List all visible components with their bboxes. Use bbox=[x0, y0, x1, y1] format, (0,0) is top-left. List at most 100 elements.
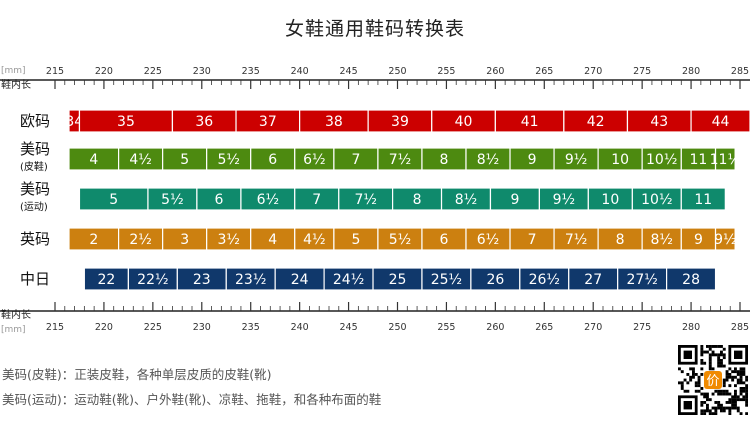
qr-module bbox=[742, 373, 746, 376]
qr-module bbox=[742, 367, 746, 371]
bottom-axis-tick-label: 270 bbox=[584, 322, 602, 333]
size-cell-label: 5½ bbox=[389, 232, 411, 248]
row-label: 欧码 bbox=[20, 112, 50, 130]
qr-module bbox=[714, 345, 718, 348]
note-leather-shoes: 美码(皮鞋)：正装皮鞋，各种单层皮质的皮鞋(靴) bbox=[2, 367, 272, 382]
qr-module bbox=[692, 373, 695, 376]
bottom-axis-tick-label: 230 bbox=[193, 322, 211, 333]
size-cell-label: 9 bbox=[528, 152, 537, 168]
size-cell-label: 24 bbox=[291, 272, 309, 288]
qr-module bbox=[700, 350, 704, 354]
qr-module bbox=[697, 375, 701, 379]
qr-module bbox=[700, 345, 704, 348]
qr-module bbox=[736, 409, 740, 413]
qr-module bbox=[742, 389, 746, 393]
qr-module bbox=[717, 353, 721, 357]
size-cell bbox=[680, 187, 726, 211]
qr-module bbox=[692, 375, 695, 379]
qr-module bbox=[728, 398, 732, 402]
size-cell-label: 8½ bbox=[455, 192, 477, 208]
qr-module bbox=[720, 350, 723, 354]
qr-module bbox=[745, 401, 748, 404]
qr-module bbox=[708, 412, 712, 415]
qr-module bbox=[717, 359, 721, 362]
top-axis-title: 鞋内长 bbox=[1, 78, 31, 91]
qr-code-icon[interactable]: 价 bbox=[678, 345, 748, 415]
qr-module bbox=[731, 403, 735, 407]
row-label: 美码 bbox=[20, 180, 50, 198]
qr-module bbox=[689, 378, 693, 382]
qr-module bbox=[683, 389, 687, 393]
qr-module bbox=[739, 389, 743, 393]
qr-module bbox=[745, 392, 748, 396]
qr-module bbox=[708, 356, 712, 360]
qr-module bbox=[708, 364, 712, 368]
qr-module bbox=[720, 359, 723, 362]
size-cell-label: 28 bbox=[682, 272, 700, 288]
qr-module bbox=[717, 356, 721, 360]
row-label: 美码 bbox=[20, 140, 50, 158]
size-cell-label: 10½ bbox=[646, 152, 677, 168]
qr-module bbox=[717, 392, 721, 396]
size-cell-label: 5 bbox=[351, 232, 360, 248]
size-cell-label: 6 bbox=[440, 232, 449, 248]
qr-module bbox=[745, 375, 748, 379]
size-cell-label: 10 bbox=[611, 152, 629, 168]
size-cell-label: 24½ bbox=[333, 272, 364, 288]
bottom-axis-tick-label: 220 bbox=[95, 322, 113, 333]
size-cell-label: 2 bbox=[89, 232, 98, 248]
qr-module bbox=[697, 381, 701, 385]
size-cell-label: 34 bbox=[65, 114, 83, 130]
qr-module bbox=[742, 395, 746, 399]
qr-module bbox=[700, 361, 704, 365]
row-sublabel: (皮鞋) bbox=[20, 160, 48, 173]
qr-module bbox=[708, 345, 712, 348]
qr-module bbox=[725, 389, 729, 393]
qr-module bbox=[714, 409, 718, 413]
size-cell-label: 4½ bbox=[303, 232, 325, 248]
size-cell-label: 9 bbox=[694, 232, 703, 248]
qr-module bbox=[739, 375, 743, 379]
qr-module bbox=[739, 398, 743, 402]
top-axis-tick-label: 240 bbox=[291, 66, 309, 77]
qr-module bbox=[683, 401, 692, 410]
bottom-axis-tick-label: 260 bbox=[486, 322, 504, 333]
qr-module bbox=[739, 367, 743, 371]
qr-module bbox=[745, 384, 748, 388]
qr-module bbox=[731, 406, 735, 410]
qr-module bbox=[734, 392, 737, 396]
size-cell-label: 27½ bbox=[626, 272, 657, 288]
qr-module bbox=[736, 406, 740, 410]
size-cell-label: 5 bbox=[180, 152, 189, 168]
qr-module bbox=[700, 403, 704, 407]
qr-module bbox=[700, 353, 704, 357]
qr-module bbox=[734, 350, 743, 359]
qr-module bbox=[745, 403, 748, 407]
qr-module bbox=[686, 389, 690, 393]
qr-module bbox=[734, 403, 737, 407]
qr-center-glyph: 价 bbox=[706, 374, 719, 389]
bottom-axis-tick-label: 245 bbox=[340, 322, 358, 333]
qr-module bbox=[731, 395, 735, 399]
qr-module bbox=[736, 381, 740, 385]
qr-module bbox=[703, 401, 707, 404]
note-sports-shoes: 美码(运动)：运动鞋(靴)、户外鞋(靴)、凉鞋、拖鞋，和各种布面的鞋 bbox=[2, 392, 382, 407]
qr-module bbox=[722, 378, 726, 382]
qr-module bbox=[720, 392, 723, 396]
row-sublabel: (运动) bbox=[20, 201, 48, 213]
qr-module bbox=[734, 406, 737, 410]
qr-module bbox=[711, 350, 715, 354]
size-cell-label: 5½ bbox=[217, 152, 239, 168]
qr-module bbox=[678, 381, 681, 385]
size-cell-label: 23 bbox=[193, 272, 211, 288]
qr-module bbox=[734, 395, 737, 399]
qr-module bbox=[697, 389, 701, 393]
top-axis-tick-label: 285 bbox=[731, 66, 749, 77]
top-axis-tick-label: 245 bbox=[340, 66, 358, 77]
qr-module bbox=[692, 367, 695, 371]
top-axis-tick-label: 220 bbox=[95, 66, 113, 77]
size-cell-label: 7½ bbox=[354, 192, 376, 208]
qr-module bbox=[700, 347, 704, 351]
qr-module bbox=[725, 378, 729, 382]
qr-module bbox=[700, 392, 704, 396]
